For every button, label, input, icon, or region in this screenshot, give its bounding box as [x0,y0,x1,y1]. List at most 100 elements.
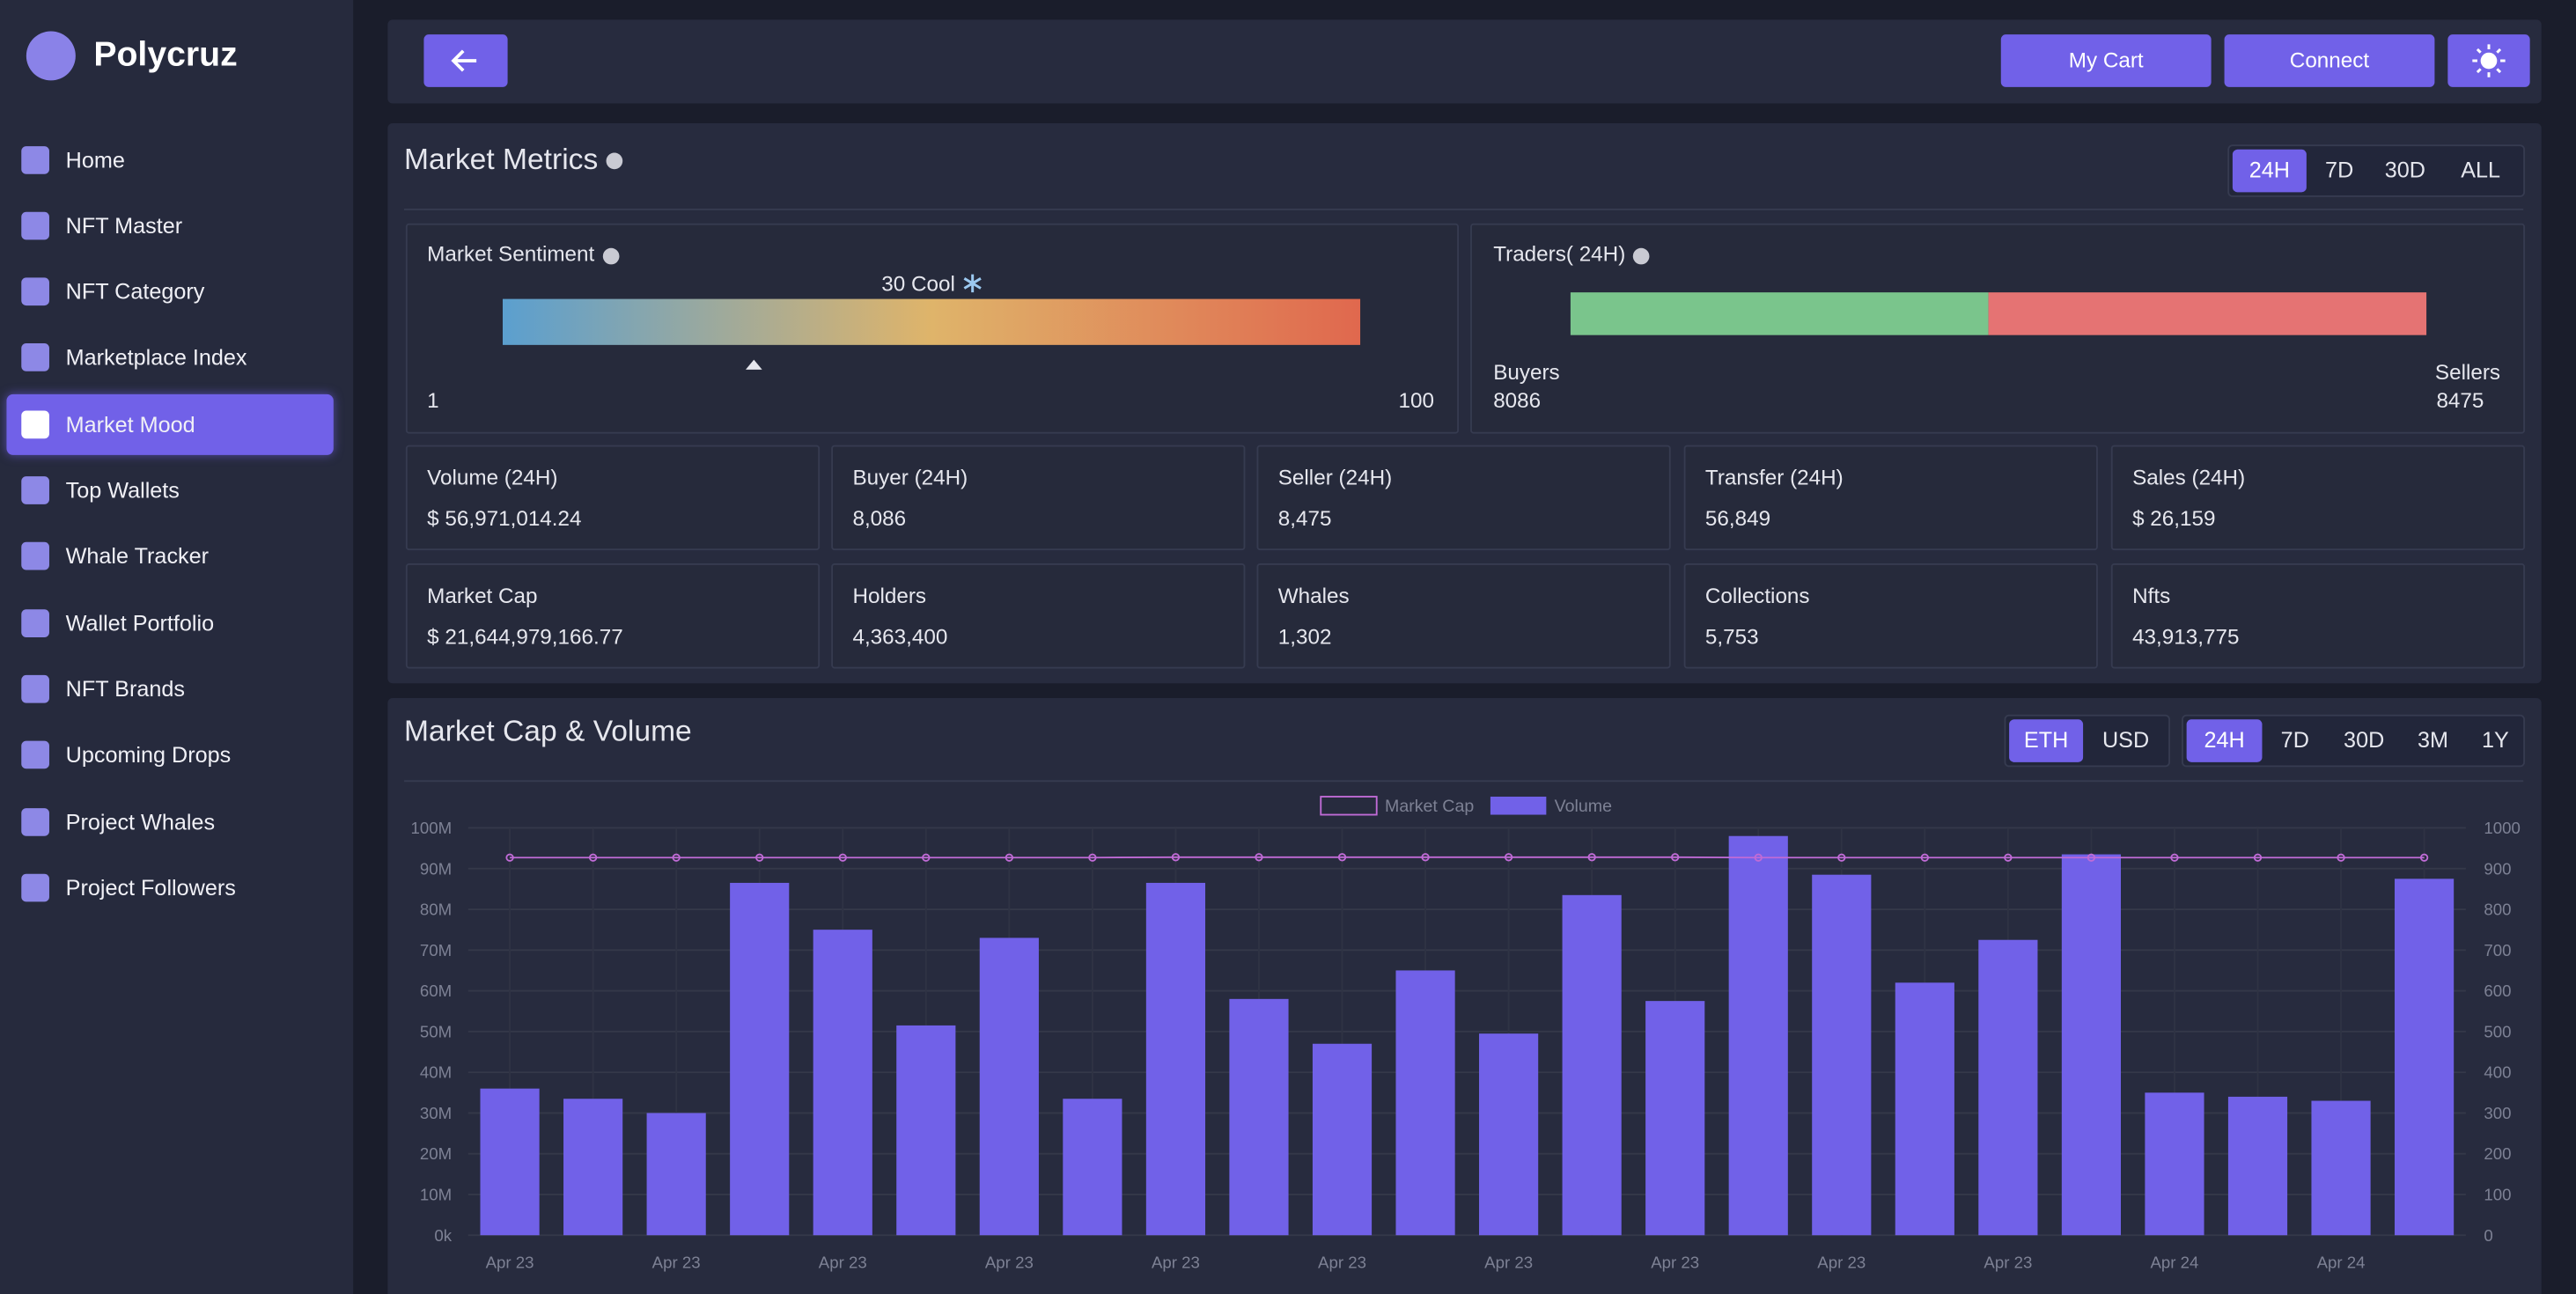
line-point [1421,853,1430,862]
snowflake-icon [963,274,982,293]
divider [404,208,2524,210]
segment-button[interactable]: USD [2101,727,2150,753]
line-point [922,853,931,862]
bar [1145,882,1206,1236]
header-button[interactable]: My Cart [2000,34,2212,87]
y2-tick-label: 900 [2484,859,2511,878]
menu-item[interactable]: Project Followers [6,857,333,918]
segment-button[interactable]: 30D [2384,158,2425,183]
line-point [2004,853,2013,862]
y-tick-label: 40M [420,1063,452,1082]
y2-tick-label: 100 [2484,1185,2511,1203]
menu-item[interactable]: Marketplace Index [6,327,333,388]
menu-item[interactable]: Home [6,129,333,189]
menu-label: Marketplace Index [65,345,247,371]
segment-button[interactable]: 24H [2232,149,2307,193]
segment-button[interactable]: 24H [2186,719,2263,762]
x-tick-label: Apr 23 [1817,1254,1866,1272]
logo [26,31,76,81]
y-tick-label: 20M [420,1144,452,1163]
menu-item[interactable]: NFT Brands [6,658,333,719]
bar [2061,854,2122,1236]
menu-item[interactable]: Upcoming Drops [6,724,333,785]
bar [1812,874,1872,1236]
bar [1895,982,1954,1236]
menu-item[interactable]: Top Wallets [6,460,333,520]
line-point [1255,853,1263,862]
sun-icon [2472,44,2506,77]
y2-tick-label: 1000 [2484,819,2521,837]
stat-card [1683,563,2098,669]
bar [2145,1092,2204,1236]
bar [1645,1001,1705,1236]
menu-label: Whale Tracker [65,544,210,570]
y-tick-label: 0k [434,1226,452,1245]
bar [1978,939,2038,1236]
menu-item[interactable]: Market Mood [6,393,334,455]
x-tick-label: Apr 23 [486,1254,534,1272]
sentiment-label: Market Sentiment [427,241,620,266]
segment-button[interactable]: 30D [2344,727,2385,753]
stat-card [2110,445,2526,551]
stat-card [405,445,821,551]
line-point [1587,853,1596,862]
menu-item[interactable]: Whale Tracker [6,526,333,587]
y2-tick-label: 800 [2484,901,2511,919]
x-tick-label: Apr 23 [1152,1254,1200,1272]
sentiment-gauge [502,298,1361,345]
menu-label: Project Followers [65,875,236,901]
buyers-label: Buyers [1493,361,1559,385]
line-point [1671,853,1680,862]
x-tick-label: Apr 23 [985,1254,1034,1272]
menu-label: NFT Brands [65,676,185,702]
menu-icon [21,542,49,571]
x-tick-label: Apr 23 [1484,1254,1533,1272]
sellers-label: Sellers [2435,361,2500,385]
segment-button[interactable]: 7D [2325,158,2354,183]
legend-swatch [1320,796,1378,816]
back-button[interactable] [423,34,508,87]
stat-value: 8,475 [1277,505,1332,531]
line-point [1504,853,1513,862]
menu-icon [21,211,49,240]
legend-label: Market Cap [1385,797,1474,816]
theme-button[interactable] [2447,34,2530,87]
segment-button[interactable]: ALL [2461,158,2501,183]
buyers-bar [1570,292,1989,335]
line-point [672,853,681,862]
y-tick-label: 10M [420,1185,452,1203]
stat-label: Whales [1277,583,1350,608]
bar [2395,879,2455,1236]
menu-icon [21,343,49,372]
menu-item[interactable]: Wallet Portfolio [6,592,333,653]
menu-icon [21,740,49,769]
segment-button[interactable]: 7D [2280,727,2309,753]
menu-icon [21,674,49,703]
x-tick-label: Apr 23 [652,1254,701,1272]
y-tick-label: 90M [420,859,452,878]
menu-label: Project Whales [65,809,216,834]
line-point [588,853,598,862]
stat-card [1256,563,1671,669]
bar [896,1025,956,1236]
line-point [2337,853,2345,862]
y2-tick-label: 500 [2484,1022,2511,1040]
y-tick-label: 50M [420,1022,452,1040]
sellers-value: 8475 [2436,389,2484,413]
back-icon [451,49,477,72]
header-button[interactable]: Connect [2224,34,2435,87]
menu-label: Upcoming Drops [65,742,232,768]
menu-item[interactable]: Project Whales [6,790,333,851]
segment-button[interactable]: 3M [2418,727,2449,753]
bar [813,930,872,1236]
menu-label: NFT Category [65,279,205,305]
menu-item[interactable]: NFT Category [6,261,333,322]
menu-item[interactable]: NFT Master [6,195,333,256]
segment-button[interactable]: ETH [2009,719,2084,762]
stat-value: 8,086 [852,505,907,531]
line-point [2170,853,2179,862]
line-point [1337,853,1347,862]
segment-button[interactable]: 1Y [2482,727,2509,753]
y-tick-label: 80M [420,901,452,919]
